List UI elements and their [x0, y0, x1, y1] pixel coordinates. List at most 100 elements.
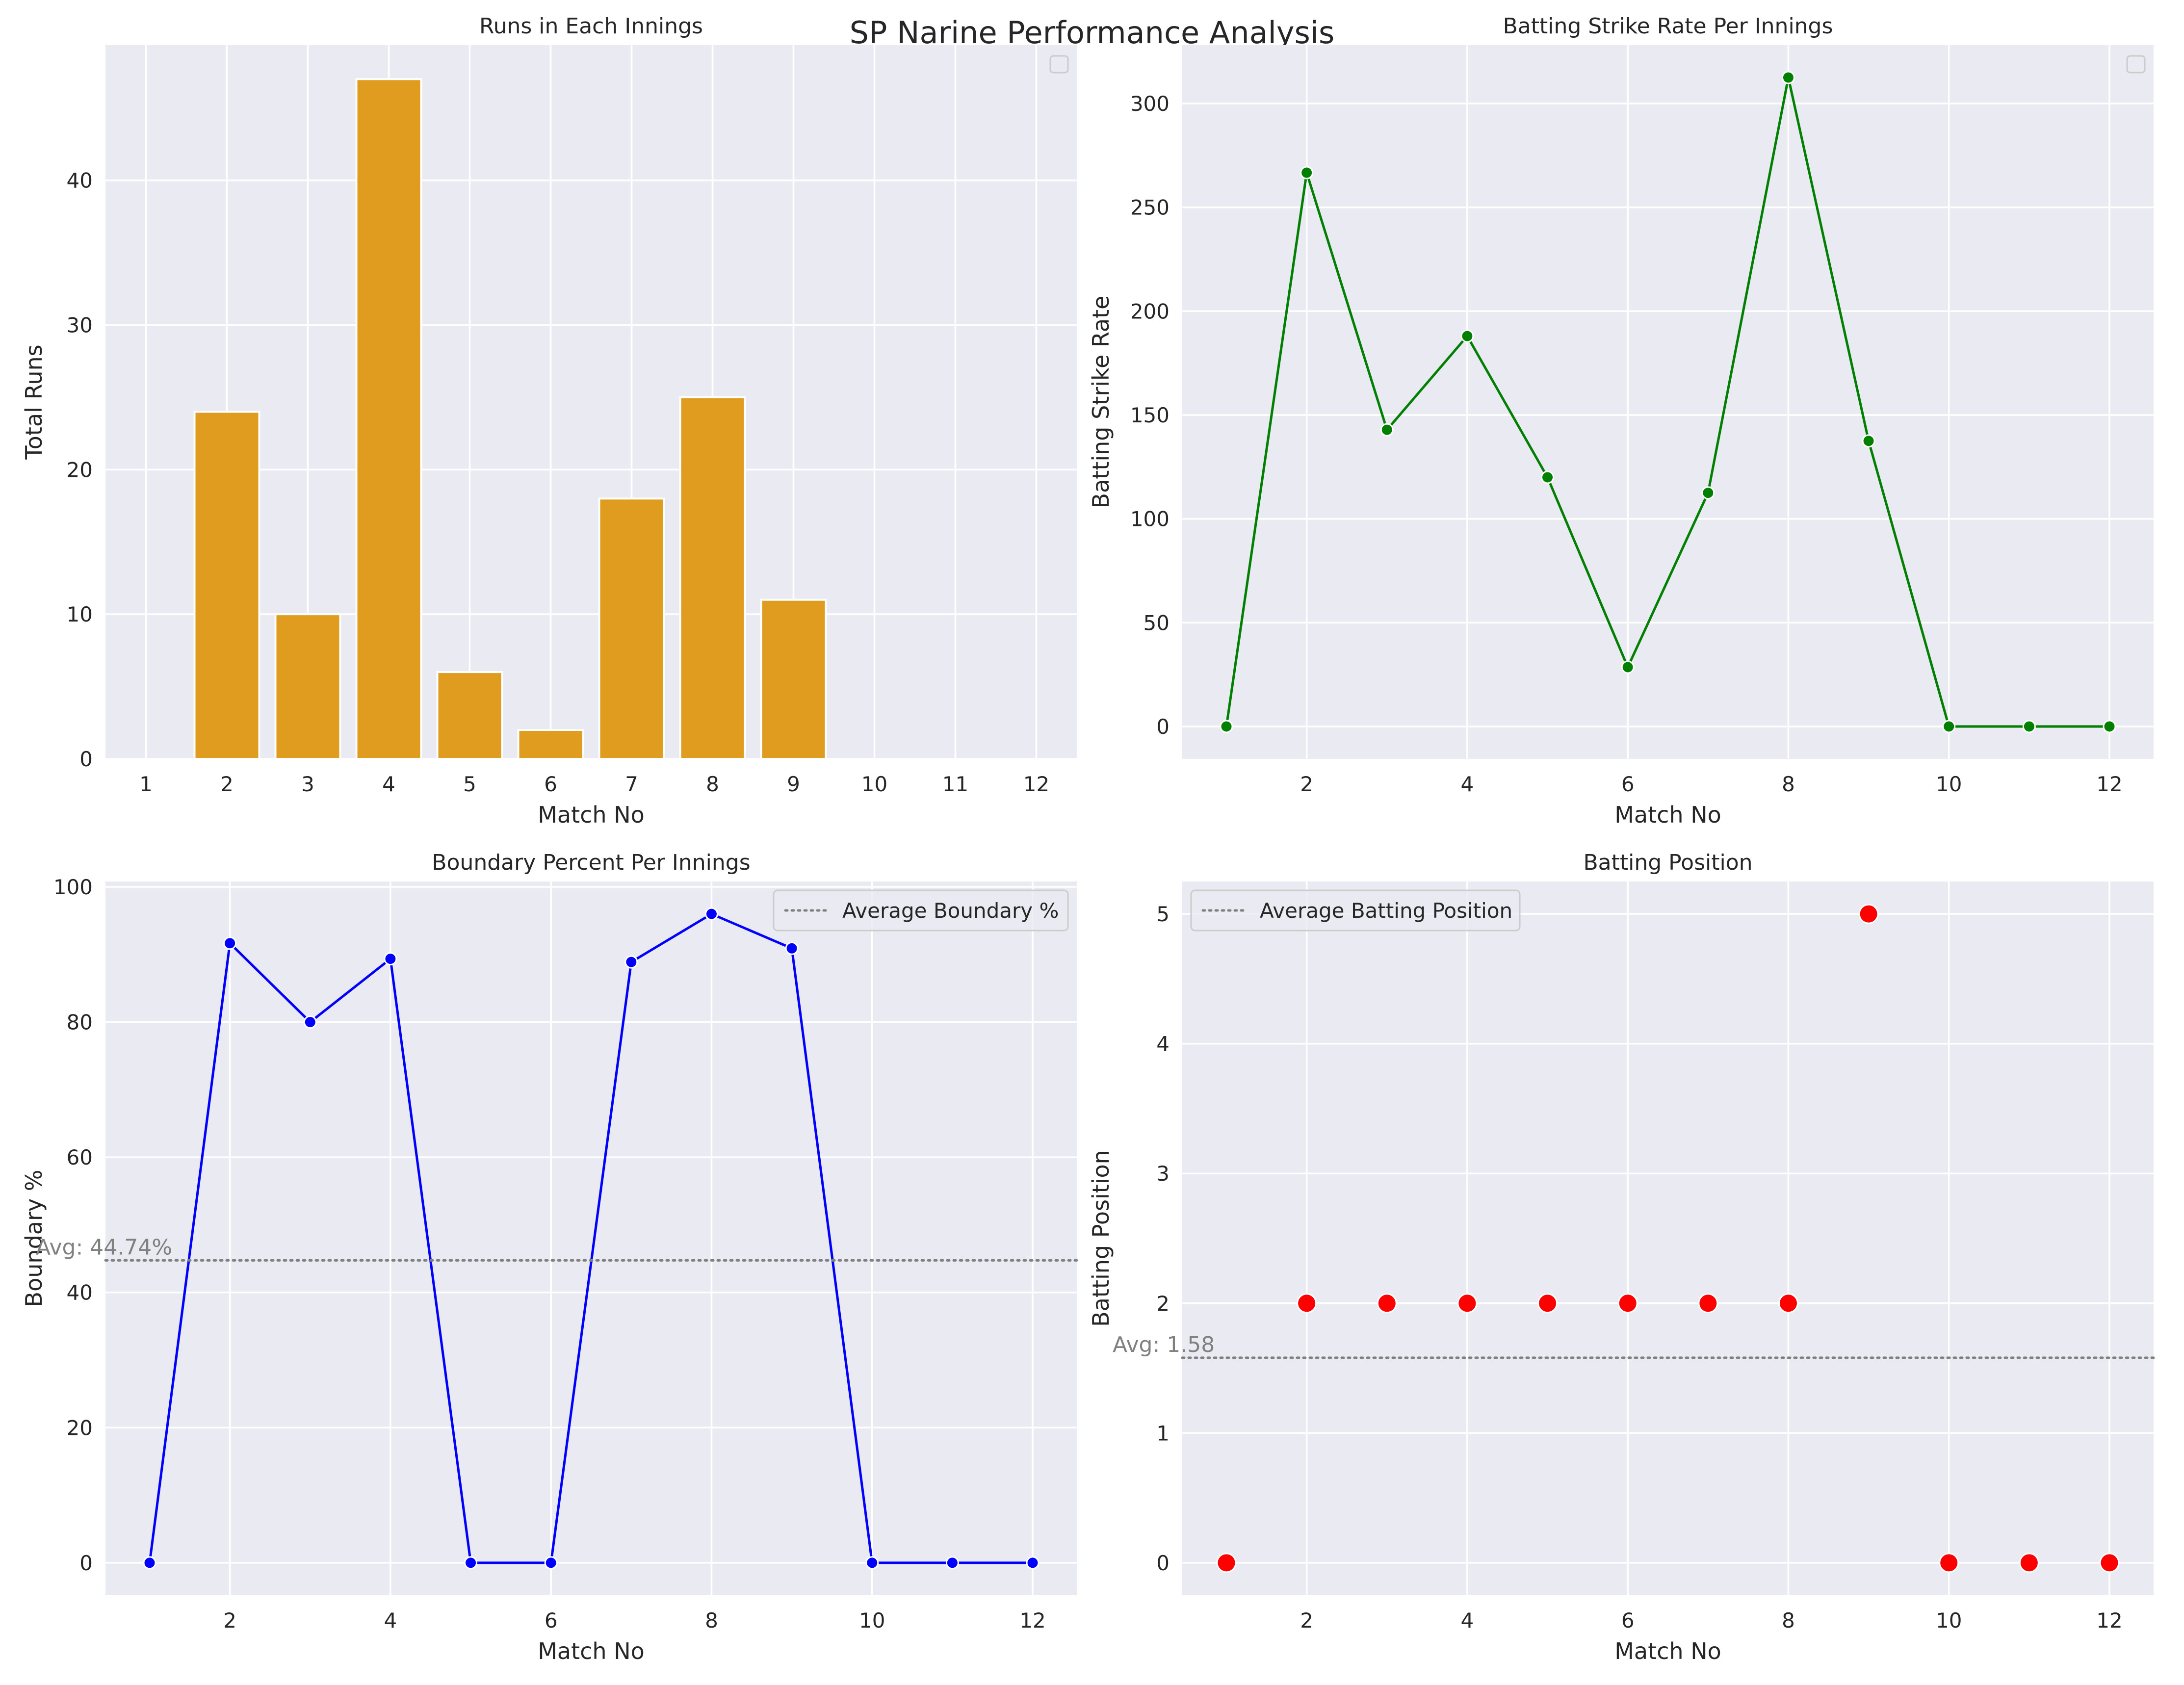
panel-title: Boundary Percent Per Innings	[432, 850, 750, 875]
x-tick-label: 10	[859, 1608, 885, 1633]
data-point-match-1	[1220, 720, 1233, 733]
legend-entry: Average Batting Position	[1260, 899, 1512, 923]
y-tick-label: 2	[1156, 1292, 1170, 1316]
legend-box	[1049, 55, 1069, 74]
y-axis-label: Boundary %	[21, 1170, 47, 1307]
x-tick-label: 12	[2096, 772, 2122, 796]
y-tick-label: 40	[67, 169, 93, 193]
x-axis-label: Match No	[538, 1638, 645, 1664]
data-point-match-4	[384, 952, 397, 966]
x-tick-label: 12	[2096, 1608, 2122, 1633]
data-point-match-10	[1939, 1553, 1959, 1573]
x-tick-label: 1	[139, 772, 153, 796]
y-axis-label: Batting Strike Rate	[1088, 296, 1114, 509]
series-line	[148, 912, 1033, 1564]
data-point-match-2	[223, 936, 237, 950]
x-tick-label: 4	[382, 772, 395, 796]
x-tick-label: 9	[787, 772, 800, 796]
x-tick-label: 10	[861, 772, 887, 796]
panel-2: 0 50 100 150 200 250 300 2 4 6 8 10 12 Batting Strike…	[1088, 14, 2154, 828]
bar-match-3	[274, 613, 341, 760]
x-tick-label: 4	[384, 1608, 397, 1633]
legend	[2126, 55, 2146, 74]
data-point-match-8	[1778, 1293, 1798, 1314]
bar-match-6	[517, 729, 584, 760]
data-point-match-7	[1701, 486, 1715, 500]
x-tick-label: 8	[1782, 772, 1795, 796]
x-tick-label: 10	[1936, 1608, 1962, 1633]
data-point-match-3	[303, 1015, 317, 1029]
legend: Average Batting Position	[1190, 889, 1521, 932]
bar-match-8	[679, 396, 746, 760]
bar-match-2	[193, 411, 260, 760]
x-tick-label: 5	[463, 772, 476, 796]
plot-area	[105, 881, 1077, 1595]
y-tick-label: 0	[79, 1551, 93, 1575]
x-tick-label: 4	[1461, 1608, 1474, 1633]
y-tick-label: 20	[67, 458, 93, 482]
data-point-match-12	[2099, 1553, 2120, 1573]
legend: Average Boundary %	[773, 889, 1069, 932]
data-point-match-5	[464, 1556, 478, 1570]
y-tick-label: 0	[79, 747, 93, 771]
data-point-match-8	[704, 907, 718, 921]
y-tick-label: 60	[67, 1145, 93, 1169]
y-tick-label: 200	[1130, 299, 1170, 323]
legend-box	[2126, 55, 2146, 74]
figure-suptitle: SP Narine Performance Analysis	[850, 15, 1335, 51]
bar-match-7	[598, 497, 665, 760]
data-point-match-11	[2019, 1553, 2039, 1573]
y-tick-label: 5	[1156, 902, 1170, 926]
y-axis-label: Total Runs	[21, 344, 47, 460]
data-point-match-9	[1862, 434, 1875, 448]
plot-area	[1182, 45, 2154, 759]
grid	[1182, 45, 2154, 759]
data-point-match-6	[1621, 660, 1635, 674]
y-tick-label: 20	[67, 1416, 93, 1440]
y-tick-label: 300	[1130, 92, 1170, 116]
data-point-match-10	[1942, 720, 1956, 733]
y-tick-label: 150	[1130, 403, 1170, 427]
data-point-match-7	[624, 955, 638, 969]
data-point-match-6	[544, 1556, 558, 1570]
x-tick-label: 10	[1936, 772, 1962, 796]
x-tick-label: 8	[706, 772, 719, 796]
data-point-match-1	[143, 1556, 156, 1570]
panel-title: Batting Strike Rate Per Innings	[1503, 14, 1833, 39]
data-point-match-6	[1617, 1293, 1638, 1314]
x-tick-label: 2	[1300, 1608, 1313, 1633]
average-annotation: Avg: 1.58	[1113, 1332, 1215, 1357]
bar-match-4	[355, 78, 422, 760]
data-point-match-12	[2103, 720, 2116, 733]
x-tick-label: 6	[1621, 772, 1635, 796]
data-point-match-2	[1297, 1293, 1317, 1314]
data-point-match-7	[1698, 1293, 1718, 1314]
x-tick-label: 8	[705, 1608, 718, 1633]
bar-match-5	[436, 671, 503, 760]
data-point-match-10	[865, 1556, 879, 1570]
data-point-match-2	[1300, 166, 1314, 180]
y-tick-label: 80	[67, 1011, 93, 1035]
data-point-match-11	[945, 1556, 959, 1570]
average-annotation: Avg: 44.74%	[36, 1235, 172, 1260]
y-tick-label: 40	[67, 1281, 93, 1305]
data-point-match-3	[1380, 423, 1394, 437]
legend	[1049, 55, 1069, 74]
y-tick-label: 50	[1144, 611, 1170, 635]
series-line	[1225, 77, 2109, 728]
bar-match-9	[760, 598, 827, 760]
y-tick-label: 100	[53, 875, 93, 899]
x-tick-label: 6	[1621, 1608, 1635, 1633]
y-axis-label: Batting Position	[1088, 1150, 1114, 1327]
data-point-match-1	[1216, 1553, 1237, 1573]
y-tick-label: 1	[1156, 1421, 1170, 1445]
data-point-match-9	[1858, 904, 1879, 924]
y-tick-label: 10	[67, 602, 93, 626]
data-point-match-12	[1026, 1556, 1040, 1570]
data-point-match-5	[1541, 470, 1555, 484]
x-tick-label: 12	[1019, 1608, 1045, 1633]
x-tick-label: 2	[220, 772, 234, 796]
